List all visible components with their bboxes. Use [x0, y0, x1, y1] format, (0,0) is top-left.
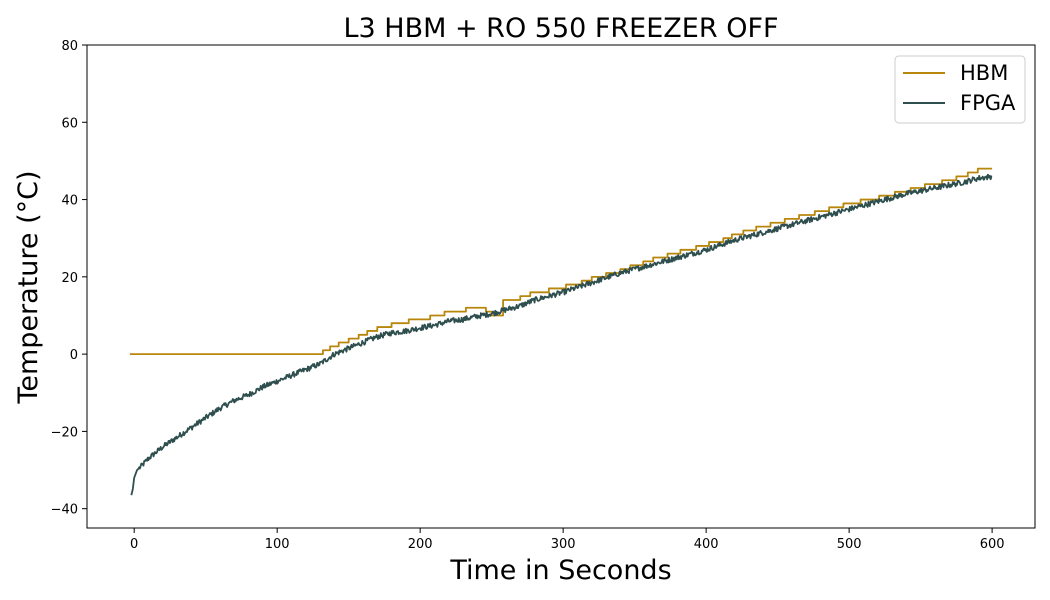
plot-area: 0 100 200 300 400 500 600 −40 −20 0 20 40 60 80	[51, 39, 1036, 552]
plot-frame	[86, 44, 1036, 529]
y-tick-label-80: 80	[61, 39, 78, 54]
x-tick-label-500: 500	[837, 537, 862, 552]
x-tick-label-400: 400	[694, 537, 719, 552]
y-tick-label-0: 0	[70, 348, 78, 363]
series-line-hbm	[129, 167, 993, 356]
x-tick-label-100: 100	[265, 537, 290, 552]
x-tick-label-200: 200	[408, 537, 433, 552]
y-axis-title: Temperature (°C)	[13, 170, 44, 404]
y-tick-label--40: −40	[51, 503, 78, 518]
x-axis-title: Time in Seconds	[449, 555, 671, 586]
y-tick-label-20: 20	[61, 271, 78, 286]
y-tick-label--20: −20	[51, 425, 78, 440]
y-tick-label-40: 40	[61, 194, 78, 209]
y-tick-label-60: 60	[61, 116, 78, 131]
legend-label-fpga: FPGA	[960, 91, 1016, 115]
series-line-fpga	[130, 173, 993, 496]
x-tick-label-0: 0	[130, 537, 138, 552]
legend-label-hbm: HBM	[960, 61, 1008, 85]
chart-title: L3 HBM + RO 550 FREEZER OFF	[343, 13, 778, 44]
x-tick-label-300: 300	[551, 537, 576, 552]
legend: HBM FPGA	[894, 55, 1026, 124]
x-tick-label-600: 600	[980, 537, 1005, 552]
